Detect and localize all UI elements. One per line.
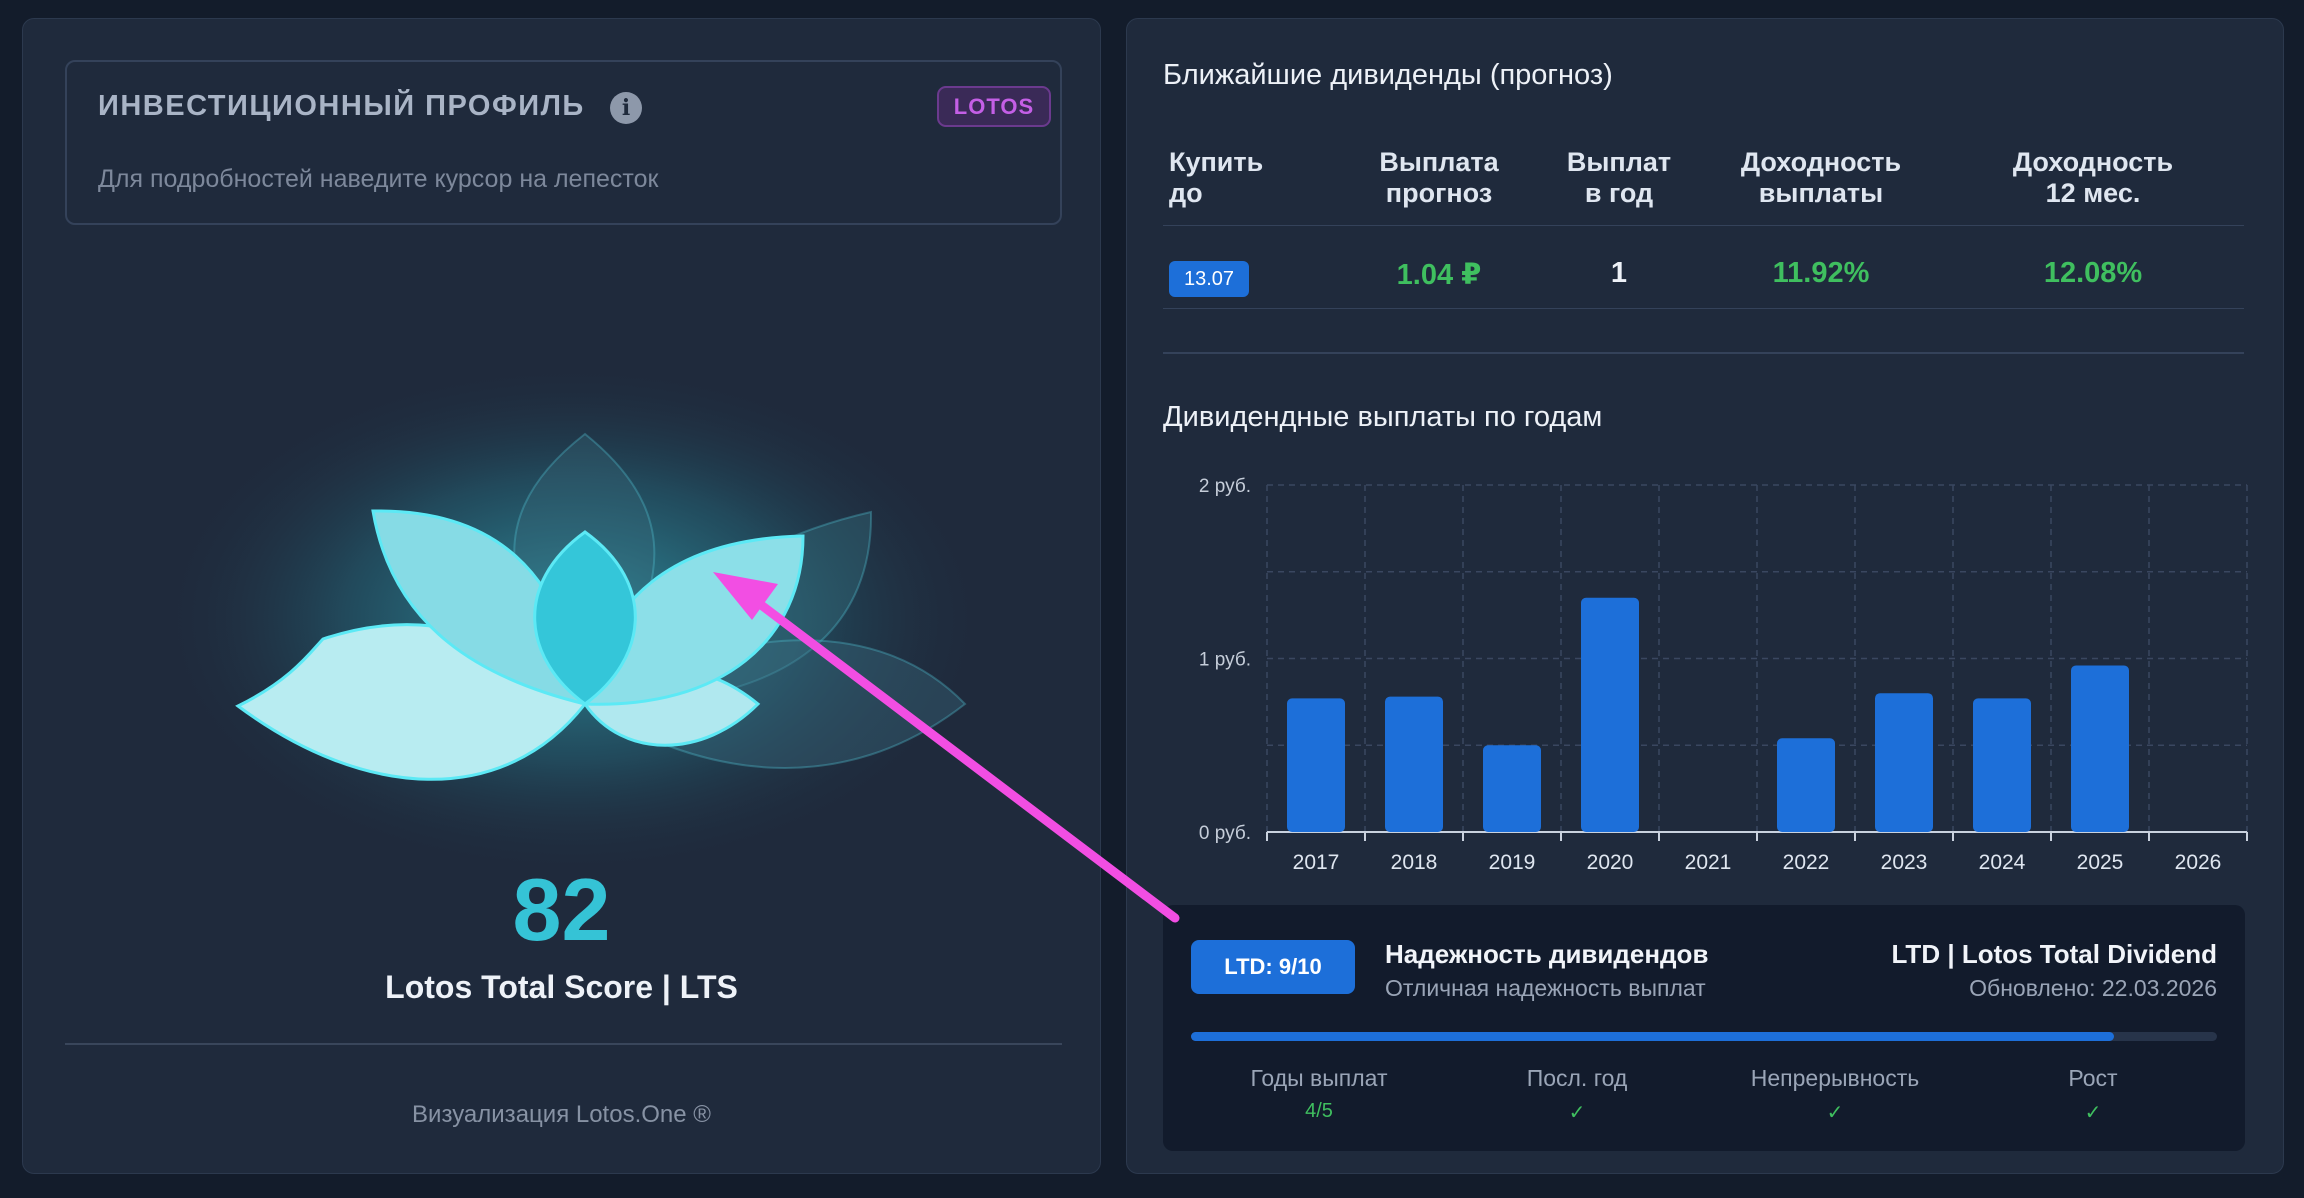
section-divider (1163, 352, 2244, 354)
metric-payout-years: Годы выплат 4/5 (1219, 1065, 1419, 1123)
x-tick-label: 2026 (2175, 851, 2222, 874)
metric-continuity: Непрерывность ✓ (1735, 1065, 1935, 1125)
visualization-credit: Визуализация Lotos.One ® (412, 1101, 711, 1128)
profile-title: ИНВЕСТИЦИОННЫЙ ПРОФИЛЬ (98, 90, 585, 122)
metric-label: Непрерывность (1750, 1065, 1920, 1091)
y-tick-label: 2 руб. (1199, 476, 1251, 497)
y-tick-label: 1 руб. (1199, 650, 1251, 671)
lts-score-label: Lotos Total Score | LTS (385, 969, 738, 1005)
x-tick-label: 2023 (1881, 851, 1928, 874)
header-per-year-line1: Выплат (1566, 147, 1672, 177)
chart-title: Дивидендные выплаты по годам (1163, 401, 1603, 433)
ltd-progress-track (1191, 1032, 2217, 1041)
header-per-year-line2: в год (1584, 178, 1654, 208)
metric-growth: Рост ✓ (1993, 1065, 2193, 1125)
metric-label: Посл. год (1526, 1065, 1628, 1091)
x-tick-label: 2018 (1391, 851, 1438, 874)
header-buy-by: Купить до (1169, 147, 1263, 209)
metric-value: 4/5 (1305, 1100, 1333, 1122)
info-icon[interactable]: i (610, 92, 642, 124)
x-tick-label: 2022 (1783, 851, 1830, 874)
yield-12m-value: 12.08% (2043, 257, 2143, 289)
nearest-dividends-title: Ближайшие дивиденды (прогноз) (1163, 59, 1613, 91)
dividend-bar-chart: 0 руб. 1 руб. 2 руб. 2017 2018 2019 2020 2021 20… (1199, 476, 2248, 874)
per-year-value: 1 (1610, 257, 1628, 289)
bar-2025 (2071, 665, 2129, 832)
buy-by-date-badge: 13.07 (1169, 261, 1249, 297)
metric-label: Рост (2068, 1065, 2118, 1091)
ltd-progress-fill (1191, 1032, 2115, 1041)
header-yield: Доходность выплаты (1711, 147, 1931, 209)
table-header-divider (1163, 225, 2244, 226)
bar-2017 (1287, 698, 1345, 832)
header-yield-12m-line1: Доходность (2012, 147, 2174, 177)
metric-last-year: Посл. год ✓ (1477, 1065, 1677, 1125)
x-tick-label: 2020 (1587, 851, 1634, 874)
investment-profile-panel: ИНВЕСТИЦИОННЫЙ ПРОФИЛЬ i LOTOS Для подро… (22, 18, 1101, 1174)
lotos-badge: LOTOS (937, 86, 1051, 127)
header-yield-line1: Доходность (1740, 147, 1902, 177)
ltd-card: LTD: 9/10 Надежность дивидендов Отличная… (1163, 905, 2245, 1151)
bar-2019 (1483, 745, 1541, 832)
header-per-year: Выплат в год (1549, 147, 1689, 209)
check-icon: ✓ (1826, 1102, 1844, 1124)
x-tick-label: 2017 (1293, 851, 1340, 874)
header-payout: Выплата прогноз (1339, 147, 1539, 209)
petal-center[interactable] (533, 530, 637, 706)
check-icon: ✓ (1568, 1102, 1586, 1124)
header-payout-line2: прогноз (1385, 178, 1493, 208)
bar-2018 (1385, 696, 1443, 832)
header-buy-by-line2: до (1169, 178, 1203, 208)
header-buy-by-line1: Купить (1169, 147, 1264, 177)
header-yield-12m: Доходность 12 мес. (1983, 147, 2203, 209)
bar-2022 (1777, 738, 1835, 832)
profile-header: ИНВЕСТИЦИОННЫЙ ПРОФИЛЬ i LOTOS Для подро… (65, 60, 1062, 225)
lotus-visualization (153, 359, 993, 879)
dividends-panel: Ближайшие дивиденды (прогноз) Купить до … (1126, 18, 2284, 1174)
ltd-brand: LTD | Lotos Total Dividend (1891, 939, 2217, 969)
profile-hint: Для подробностей наведите курсор на лепе… (98, 165, 659, 193)
header-yield-line2: выплаты (1758, 178, 1884, 208)
metric-label: Годы выплат (1250, 1065, 1388, 1091)
ltd-title: Надежность дивидендов (1385, 939, 1709, 969)
table-row-divider (1163, 308, 2244, 309)
x-tick-label: 2024 (1979, 851, 2026, 874)
lts-score: 82 (512, 860, 611, 959)
check-icon: ✓ (2084, 1102, 2102, 1124)
payout-value: 1.04 ₽ (1396, 259, 1482, 291)
x-tick-label: 2019 (1489, 851, 1536, 874)
y-tick-label: 0 руб. (1199, 823, 1251, 844)
ltd-score-badge: LTD: 9/10 (1191, 940, 1355, 994)
x-tick-label: 2021 (1685, 851, 1732, 874)
ltd-updated: Обновлено: 22.03.2026 (1969, 975, 2217, 1001)
divider (65, 1043, 1062, 1045)
ltd-subtitle: Отличная надежность выплат (1385, 975, 1706, 1001)
bar-2023 (1875, 693, 1933, 832)
header-yield-12m-line2: 12 мес. (2045, 178, 2141, 208)
bar-2020 (1581, 597, 1639, 832)
header-payout-line1: Выплата (1379, 147, 1499, 177)
yield-value: 11.92% (1772, 257, 1870, 289)
x-tick-label: 2025 (2077, 851, 2124, 874)
bar-2024 (1973, 698, 2031, 832)
